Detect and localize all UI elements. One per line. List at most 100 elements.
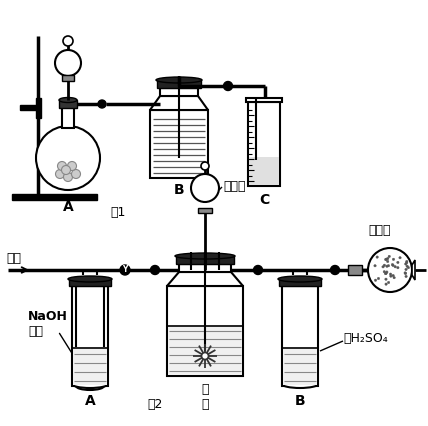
Polygon shape [150, 96, 208, 110]
Circle shape [56, 170, 65, 178]
Text: 图1: 图1 [110, 206, 126, 219]
Circle shape [392, 258, 395, 261]
Bar [59, 100, 77, 108]
Circle shape [386, 260, 389, 263]
Circle shape [151, 265, 160, 274]
Bar [248, 102, 280, 186]
Circle shape [376, 256, 378, 258]
Circle shape [68, 161, 77, 170]
Bar [73, 347, 107, 385]
Circle shape [392, 264, 394, 267]
Circle shape [405, 268, 407, 271]
Text: 稀硫酸: 稀硫酸 [223, 179, 246, 193]
Circle shape [404, 263, 407, 265]
Circle shape [399, 256, 401, 259]
Circle shape [386, 265, 388, 268]
Circle shape [386, 257, 389, 260]
Circle shape [392, 274, 394, 277]
Bar [36, 98, 41, 118]
Ellipse shape [76, 382, 104, 390]
Circle shape [397, 267, 399, 269]
Bar [249, 157, 279, 185]
Text: A: A [62, 200, 73, 214]
Text: 样
品: 样 品 [201, 383, 209, 411]
Circle shape [62, 165, 71, 175]
Circle shape [406, 265, 408, 268]
Circle shape [57, 161, 66, 170]
Circle shape [383, 271, 386, 273]
Bar [282, 286, 318, 386]
Text: NaOH
溶液: NaOH 溶液 [28, 310, 68, 338]
Circle shape [223, 81, 232, 90]
Bar [12, 194, 97, 200]
Circle shape [63, 36, 73, 46]
Bar [246, 98, 282, 102]
Circle shape [374, 265, 376, 267]
Circle shape [391, 263, 394, 266]
Polygon shape [412, 260, 415, 280]
Bar [150, 110, 208, 178]
Circle shape [404, 272, 407, 275]
Circle shape [393, 276, 395, 279]
Circle shape [385, 283, 387, 285]
Circle shape [55, 50, 81, 76]
Bar [160, 88, 198, 96]
Circle shape [394, 265, 396, 268]
Circle shape [383, 264, 386, 267]
Circle shape [120, 265, 130, 275]
Ellipse shape [282, 380, 318, 388]
Circle shape [374, 279, 377, 282]
Circle shape [201, 162, 209, 170]
Circle shape [385, 278, 387, 280]
Circle shape [387, 281, 390, 284]
Bar [179, 264, 231, 272]
Circle shape [397, 261, 399, 264]
Circle shape [404, 272, 406, 274]
Circle shape [63, 173, 72, 181]
Bar [157, 80, 201, 88]
Bar [62, 106, 74, 128]
Bar [279, 279, 321, 286]
Circle shape [405, 275, 407, 278]
Bar [176, 256, 234, 264]
Bar [198, 208, 212, 213]
Text: 空气: 空气 [6, 252, 21, 265]
Ellipse shape [72, 380, 108, 388]
Circle shape [330, 265, 339, 274]
Text: Y: Y [122, 265, 128, 274]
Ellipse shape [175, 253, 235, 259]
Circle shape [389, 275, 392, 277]
Text: 碱石灰: 碱石灰 [368, 225, 390, 238]
Circle shape [405, 262, 408, 264]
Circle shape [388, 255, 390, 258]
Bar [167, 286, 243, 376]
Circle shape [384, 272, 387, 275]
Circle shape [382, 266, 384, 268]
Bar [62, 75, 74, 81]
Ellipse shape [68, 276, 112, 282]
Bar [72, 286, 108, 386]
Circle shape [98, 100, 106, 108]
Bar [20, 105, 40, 110]
Circle shape [384, 258, 387, 261]
Circle shape [407, 266, 410, 269]
Text: 浓H₂SO₄: 浓H₂SO₄ [343, 331, 388, 345]
Bar [348, 265, 362, 275]
Circle shape [406, 260, 408, 263]
Circle shape [377, 277, 380, 280]
Circle shape [71, 170, 80, 178]
Ellipse shape [278, 276, 322, 282]
Text: 图2: 图2 [147, 398, 163, 411]
Ellipse shape [59, 98, 77, 103]
Circle shape [386, 271, 388, 273]
Bar [69, 279, 111, 286]
Circle shape [385, 272, 387, 275]
Polygon shape [167, 272, 243, 286]
Circle shape [368, 248, 412, 292]
Circle shape [389, 273, 392, 275]
Circle shape [385, 258, 387, 260]
Ellipse shape [156, 77, 202, 83]
Text: B: B [174, 183, 184, 197]
Circle shape [387, 265, 389, 267]
Circle shape [36, 126, 100, 190]
